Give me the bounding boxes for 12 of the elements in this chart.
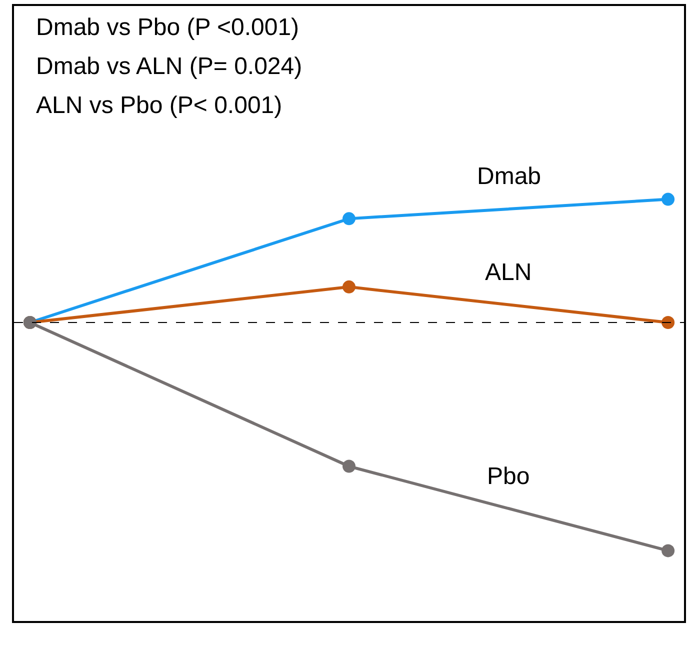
series-label: ALN xyxy=(485,259,532,286)
point xyxy=(342,280,356,294)
point xyxy=(342,212,356,226)
text: Dmab vs ALN (P= 0.024) xyxy=(36,53,302,80)
text: ALN vs Pbo (P< 0.001) xyxy=(36,92,282,119)
point xyxy=(662,192,675,206)
text: Dmab vs Pbo (P <0.001) xyxy=(36,14,300,41)
series-label: Dmab xyxy=(477,163,542,190)
point xyxy=(662,316,675,330)
point xyxy=(342,460,356,473)
series-label: Pbo xyxy=(487,463,530,490)
point xyxy=(662,544,675,558)
